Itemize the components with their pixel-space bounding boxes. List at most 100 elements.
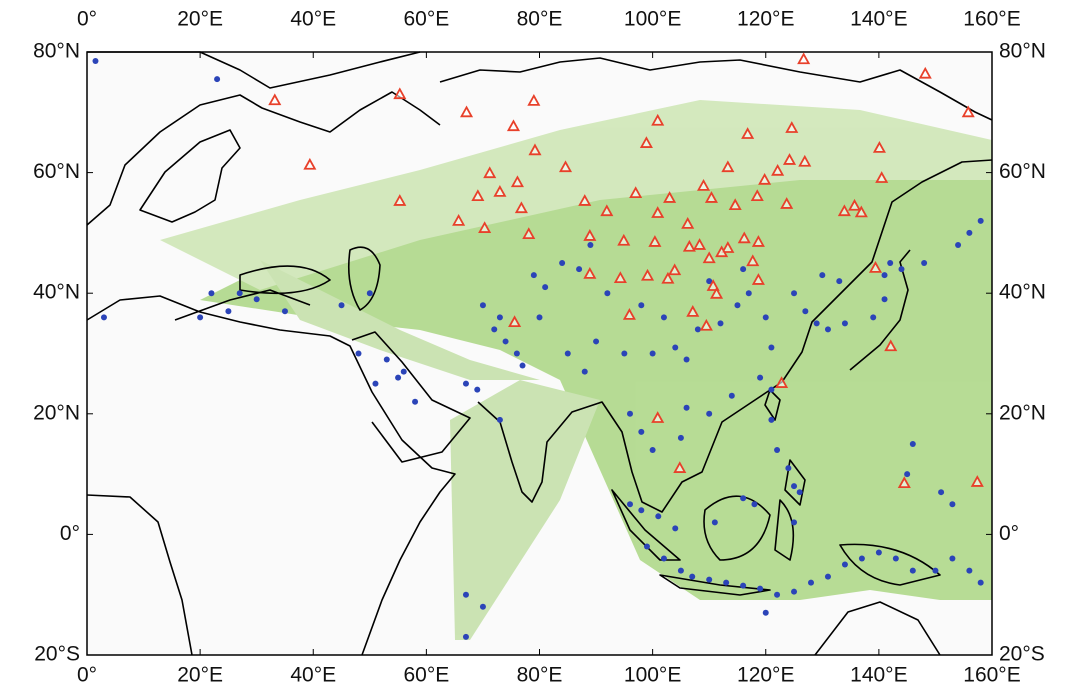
station-triangle <box>780 197 794 209</box>
station-dot <box>836 278 843 285</box>
station-dot <box>683 356 690 363</box>
station-dot <box>740 582 747 589</box>
station-dot <box>100 314 107 321</box>
station-triangle <box>771 163 785 176</box>
station-dot <box>932 567 939 574</box>
station-triangle <box>706 279 720 291</box>
station-dot <box>683 404 690 411</box>
station-triangle <box>751 273 765 285</box>
station-dot <box>559 260 566 267</box>
station-dot <box>604 290 611 297</box>
station-dot <box>711 519 718 526</box>
y-tick-label-right: 60°N <box>999 160 1046 183</box>
station-dot <box>740 495 747 502</box>
station-dot <box>672 344 679 351</box>
station-dot <box>762 314 769 321</box>
station-dot <box>462 380 469 387</box>
station-dot <box>841 320 848 327</box>
station-triangle <box>970 475 984 487</box>
station-triangle <box>641 268 655 281</box>
station-dot <box>881 272 888 279</box>
station-triangle <box>622 308 636 320</box>
station-triangle <box>721 241 735 253</box>
y-tick-label-left: 80°N <box>33 40 80 63</box>
station-dot <box>519 362 526 369</box>
station-triangle <box>508 315 522 328</box>
station-dot <box>638 302 645 309</box>
station-dot <box>581 368 588 375</box>
station-dot <box>813 320 820 327</box>
station-dot <box>660 555 667 562</box>
station-dot <box>706 410 713 417</box>
station-triangle <box>558 160 573 173</box>
station-dot <box>785 465 792 472</box>
station-triangle <box>583 229 597 241</box>
station-triangle <box>639 136 653 148</box>
points <box>92 52 984 640</box>
station-dot <box>395 374 402 381</box>
station-triangle <box>522 227 536 240</box>
y-tick-label-left: 0° <box>60 522 80 545</box>
station-dot <box>728 392 735 399</box>
station-dot <box>462 633 469 640</box>
station-triangle <box>471 189 485 202</box>
station-dot <box>768 416 775 423</box>
station-dot <box>909 567 916 574</box>
station-triangle <box>510 175 524 188</box>
x-tick-label-top: 60°E <box>403 8 449 31</box>
station-dot <box>253 296 260 303</box>
station-dot <box>694 326 701 333</box>
x-tick-label-bottom: 40°E <box>290 664 336 687</box>
station-triangle <box>673 461 687 473</box>
x-tick-label-top: 80°E <box>517 8 563 31</box>
y-tick-label-left: 20°S <box>34 643 80 666</box>
station-triangle <box>686 305 700 317</box>
station-triangle <box>460 105 474 118</box>
station-triangle <box>493 185 507 197</box>
station-triangle <box>737 231 751 244</box>
station-dot <box>717 320 724 327</box>
station-dot <box>768 344 775 351</box>
x-tick-label-bottom: 20°E <box>177 664 223 687</box>
station-dot <box>949 501 956 508</box>
station-dot <box>338 302 345 309</box>
station-dot <box>909 440 916 447</box>
station-triangle <box>710 286 724 299</box>
station-dot <box>791 519 798 526</box>
coastlines <box>86 51 993 656</box>
x-tick-label-top: 140°E <box>850 8 907 31</box>
station-triangle <box>797 52 811 65</box>
x-tick-label-bottom: 60°E <box>403 664 449 687</box>
station-triangle <box>782 153 797 165</box>
station-dot <box>757 374 764 381</box>
station-triangle <box>600 204 614 217</box>
station-triangle <box>872 141 886 153</box>
x-tick-label-bottom: 160°E <box>963 664 1020 687</box>
station-triangle <box>693 238 707 250</box>
station-triangle <box>617 233 631 246</box>
station-dot <box>576 266 583 273</box>
station-dot <box>892 555 899 562</box>
station-triangle <box>668 263 682 276</box>
station-triangle <box>884 339 898 352</box>
station-dot <box>802 308 809 315</box>
station-triangle <box>483 166 497 179</box>
station-triangle <box>751 235 765 247</box>
station-triangle <box>785 121 799 133</box>
station-dot <box>870 314 877 321</box>
station-triangle <box>750 189 764 202</box>
station-triangle <box>918 66 932 79</box>
station-triangle <box>875 171 889 183</box>
station-dot <box>225 308 232 315</box>
station-dot <box>412 398 419 405</box>
x-tick-label-top: 0° <box>77 8 97 31</box>
station-dot <box>898 266 905 273</box>
station-triangle <box>578 194 592 206</box>
station-dot <box>791 588 798 595</box>
station-dot <box>197 314 204 321</box>
station-triangle <box>681 217 695 229</box>
station-triangle <box>661 271 675 284</box>
station-triangle <box>393 87 407 100</box>
station-dot <box>355 350 362 357</box>
station-triangle <box>651 206 665 218</box>
